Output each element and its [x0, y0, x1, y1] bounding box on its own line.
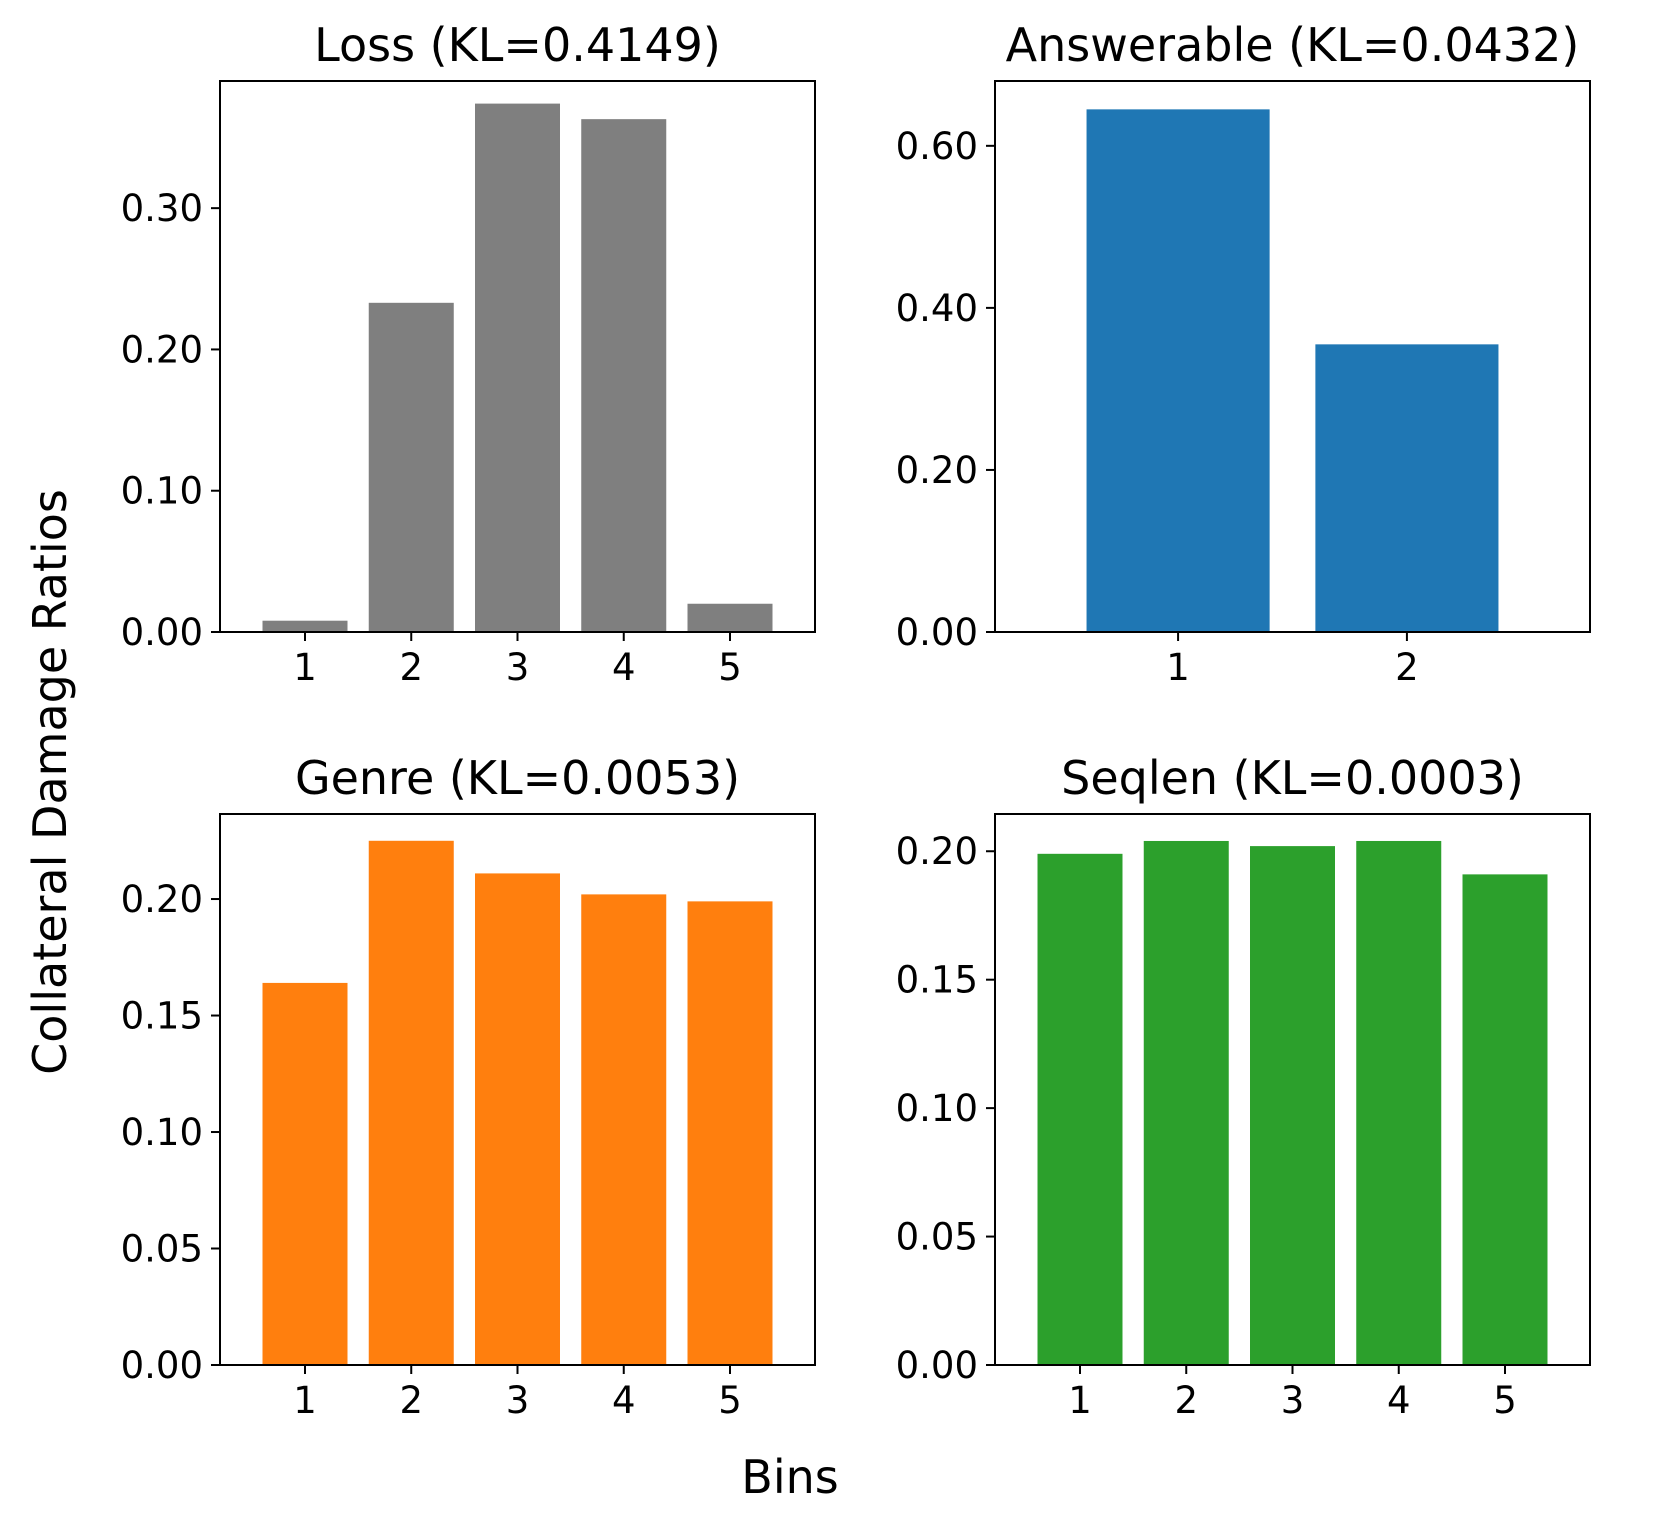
- x-tick-label: 1: [1068, 1379, 1092, 1422]
- bar-2: [368, 840, 454, 1365]
- x-tick-label: 1: [293, 1379, 317, 1422]
- panel-genre: Genre (KL=0.0053) 1 2 3 4 5 0.00 0.05 0.10 0.15 0…: [121, 751, 816, 1422]
- panel-title: Answerable (KL=0.0432): [1006, 18, 1580, 72]
- x-tick-label: 2: [399, 646, 423, 689]
- plot-frame: [994, 80, 1591, 633]
- bar-5: [1462, 874, 1548, 1365]
- bar-1: [1086, 109, 1270, 633]
- panel-title: Genre (KL=0.0053): [295, 751, 740, 805]
- bar-3: [475, 103, 560, 633]
- y-tick-label: 0.20: [121, 878, 203, 921]
- bar-3: [475, 873, 560, 1365]
- bar-5: [687, 603, 773, 632]
- y-tick-label: 0.00: [896, 1344, 978, 1387]
- panel-title: Loss (KL=0.4149): [314, 18, 721, 72]
- x-tick-label: 3: [1281, 1379, 1305, 1422]
- bar-3: [1250, 846, 1335, 1365]
- bar-5: [687, 901, 773, 1365]
- y-tick-label: 0.00: [121, 1344, 203, 1387]
- x-tick-label: 2: [399, 1379, 423, 1422]
- x-tick-label: 1: [1166, 646, 1190, 689]
- x-tick-label: 4: [1387, 1379, 1411, 1422]
- bar-4: [581, 894, 667, 1365]
- x-tick-label: 4: [612, 1379, 636, 1422]
- bar-4: [1356, 840, 1442, 1365]
- x-tick-label: 2: [1395, 646, 1419, 689]
- bar-1: [1037, 853, 1123, 1365]
- bar-2: [368, 302, 454, 632]
- x-tick-label: 5: [718, 1379, 742, 1422]
- bar-1: [262, 982, 348, 1365]
- bar-4: [581, 119, 667, 632]
- x-tick-label: 3: [506, 646, 530, 689]
- x-tick-label: 2: [1174, 1379, 1198, 1422]
- panel-seqlen: Seqlen (KL=0.0003) 1 2 3 4 5 0.00 0.05 0.10 0.15…: [896, 751, 1591, 1422]
- y-axis-label: Collateral Damage Ratios: [23, 489, 77, 1075]
- y-tick-label: 0.10: [121, 1111, 203, 1154]
- x-tick-label: 5: [718, 646, 742, 689]
- y-tick-label: 0.05: [896, 1216, 978, 1259]
- y-tick-label: 0.00: [896, 611, 978, 654]
- y-tick-label: 0.05: [121, 1228, 203, 1271]
- x-tick-label: 4: [612, 646, 636, 689]
- y-tick-label: 0.20: [896, 830, 978, 873]
- bar-1: [262, 620, 348, 632]
- x-axis-label: Bins: [741, 1450, 838, 1504]
- y-tick-label: 0.10: [121, 470, 203, 513]
- x-tick-label: 3: [506, 1379, 530, 1422]
- y-tick-label: 0.10: [896, 1087, 978, 1130]
- bar-2: [1315, 344, 1499, 632]
- panel-answerable: Answerable (KL=0.0432) 1 2 0.00 0.20 0.40 0.6…: [896, 18, 1591, 689]
- y-tick-label: 0.15: [896, 959, 978, 1002]
- panel-loss: Loss (KL=0.4149) 1 2 3 4 5 0.00 0.10 0.20 0.30: [121, 18, 816, 689]
- y-tick-label: 0.00: [121, 611, 203, 654]
- y-tick-label: 0.20: [896, 449, 978, 492]
- y-tick-label: 0.40: [896, 287, 978, 330]
- y-tick-label: 0.20: [121, 328, 203, 371]
- y-tick-label: 0.60: [896, 125, 978, 168]
- x-tick-label: 5: [1493, 1379, 1517, 1422]
- y-tick-label: 0.15: [121, 995, 203, 1038]
- y-tick-label: 0.30: [121, 187, 203, 230]
- bar-2: [1143, 840, 1229, 1365]
- x-tick-label: 1: [293, 646, 317, 689]
- panel-title: Seqlen (KL=0.0003): [1061, 751, 1524, 805]
